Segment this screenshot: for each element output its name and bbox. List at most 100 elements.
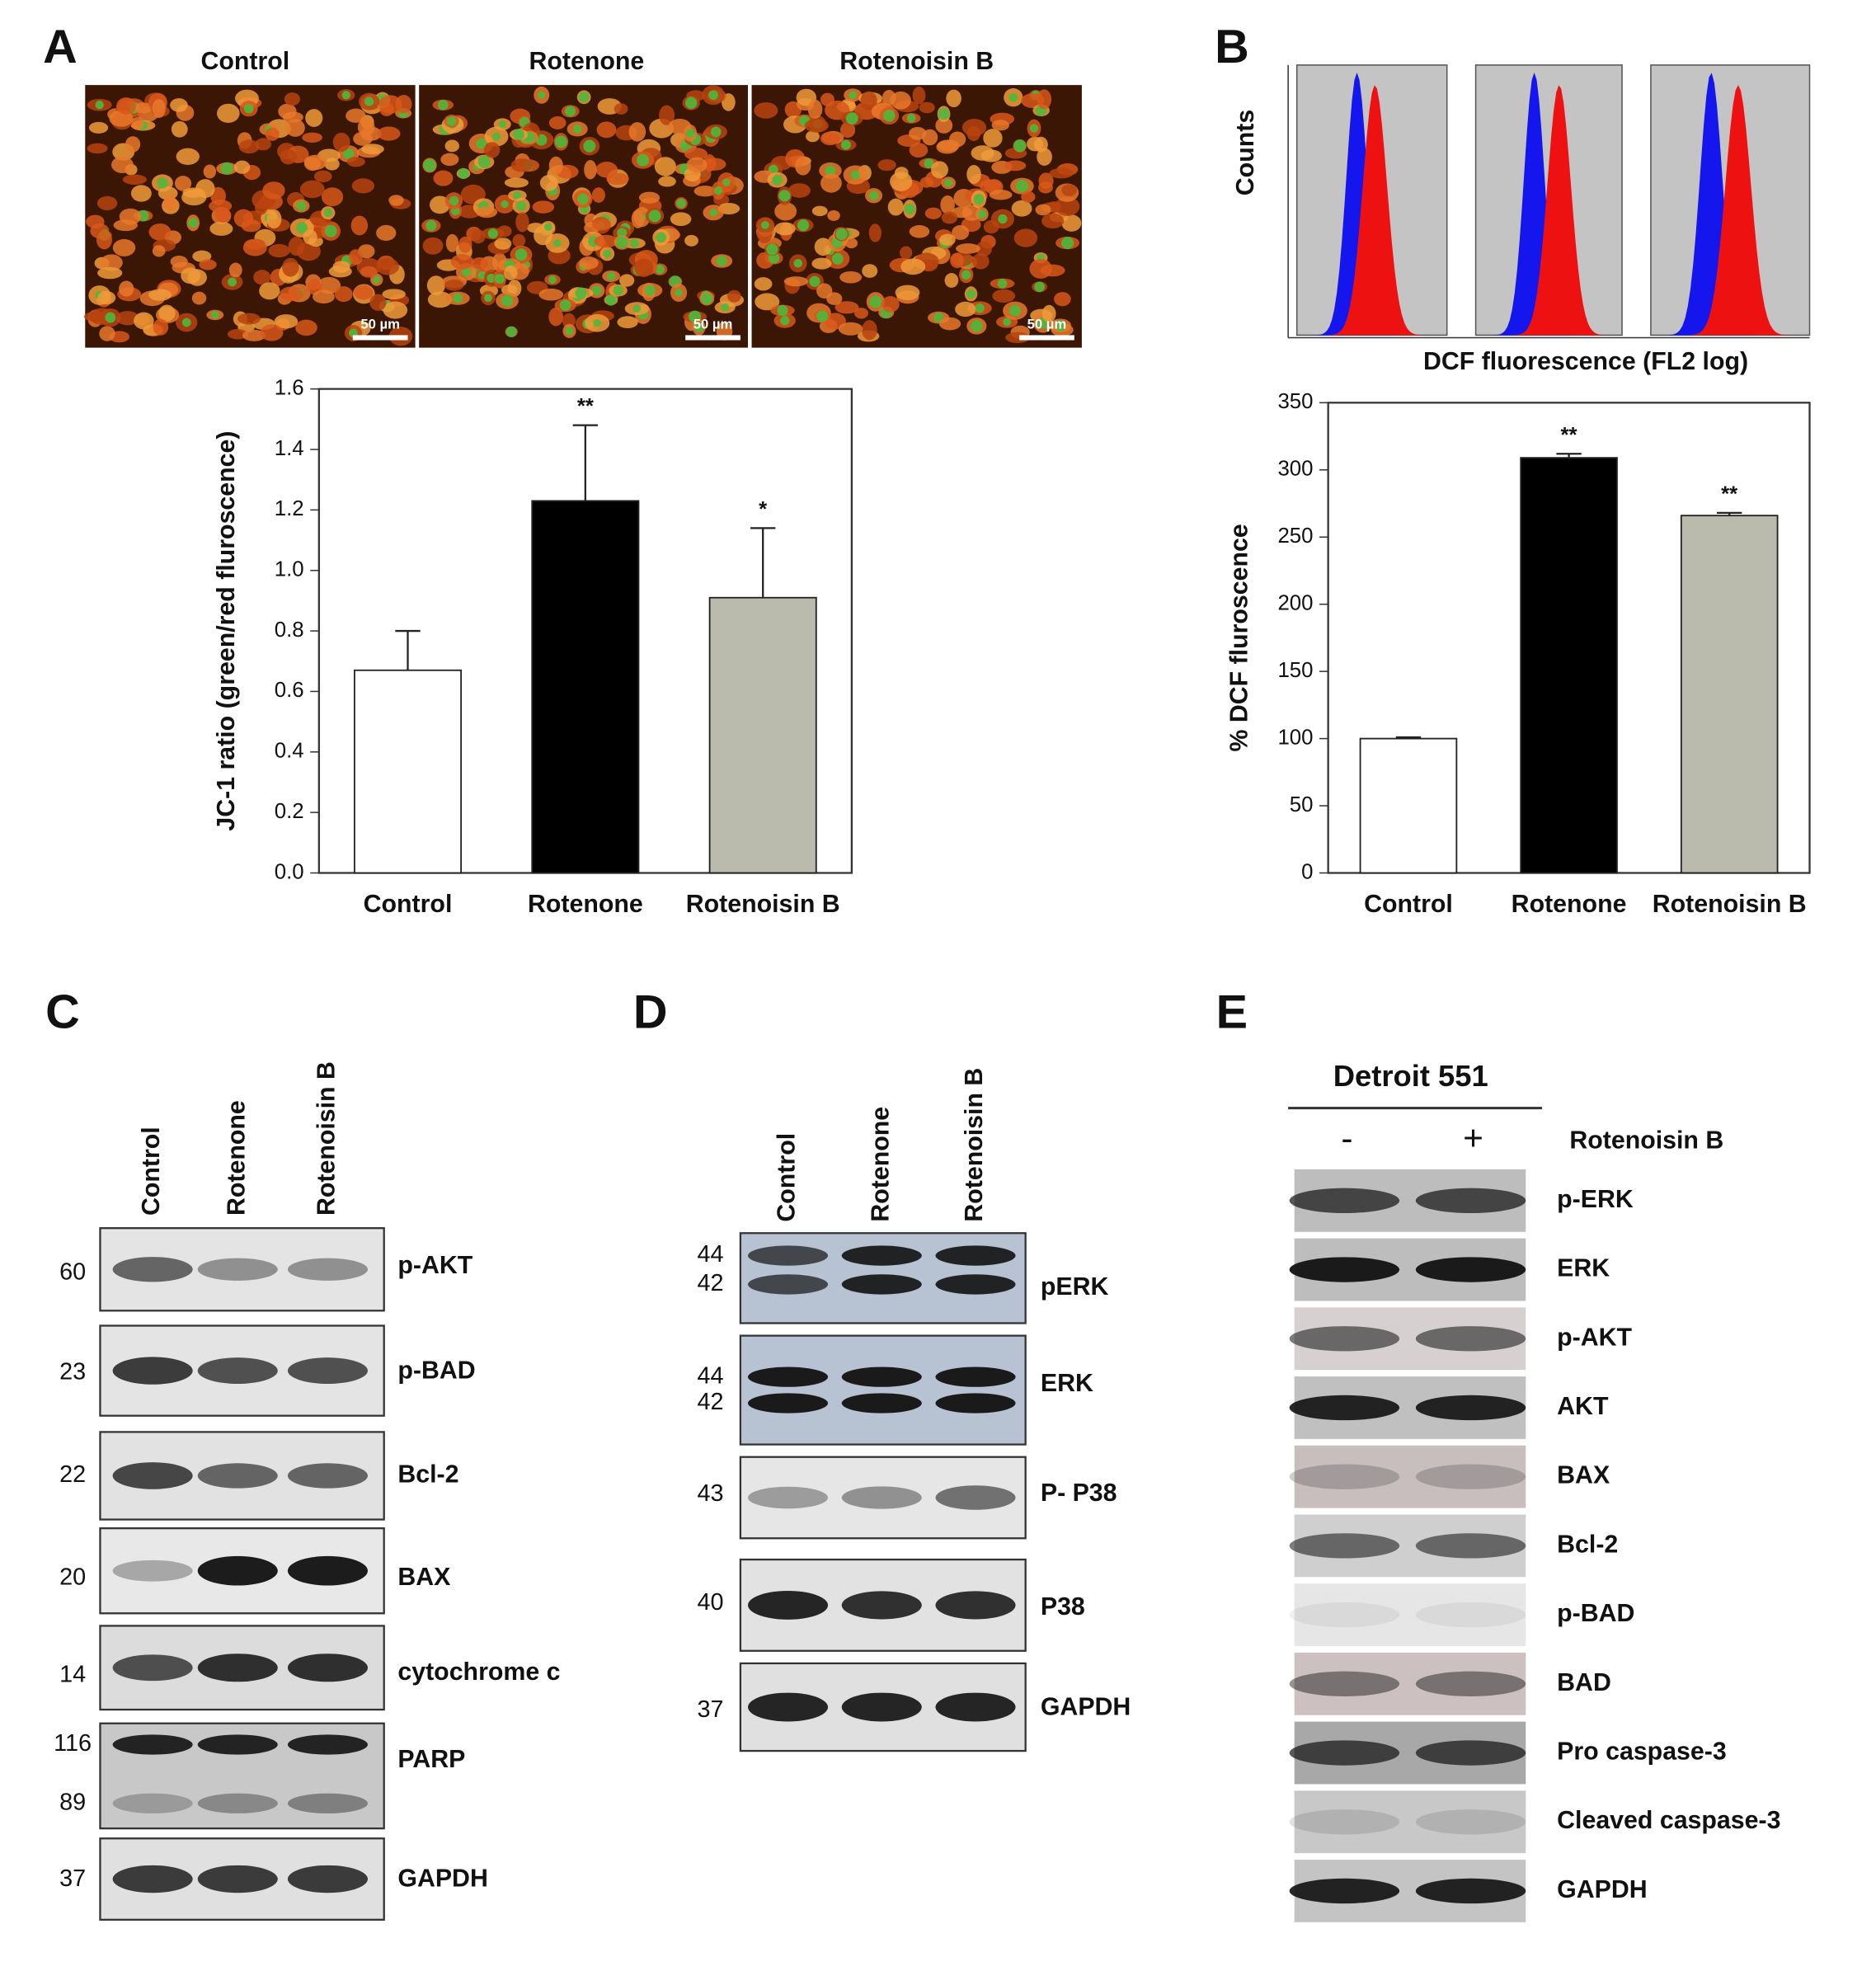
cell bbox=[192, 250, 212, 262]
nucleus bbox=[516, 200, 527, 211]
band bbox=[197, 1793, 278, 1813]
band bbox=[287, 1463, 368, 1489]
cell bbox=[658, 176, 676, 187]
protein-label: GAPDH bbox=[1557, 1876, 1647, 1903]
cell bbox=[814, 238, 832, 256]
cell bbox=[242, 239, 267, 256]
y-tick-label: 1.0 bbox=[275, 558, 304, 581]
protein-label: GAPDH bbox=[397, 1865, 487, 1892]
lane-label: Rotenoisin B bbox=[313, 1061, 340, 1216]
nucleus bbox=[1029, 124, 1039, 133]
nucleus bbox=[1055, 320, 1066, 332]
band bbox=[1289, 1602, 1400, 1628]
nucleus bbox=[572, 125, 582, 134]
cell bbox=[868, 223, 882, 242]
nucleus bbox=[487, 228, 498, 239]
cell bbox=[694, 186, 717, 197]
cell bbox=[360, 266, 378, 278]
nucleus bbox=[778, 190, 791, 202]
cell bbox=[900, 258, 926, 275]
nucleus bbox=[1009, 92, 1018, 102]
cell bbox=[191, 291, 207, 305]
nucleus bbox=[793, 258, 803, 268]
band bbox=[1415, 1602, 1526, 1628]
nucleus bbox=[437, 100, 449, 111]
cell bbox=[334, 286, 353, 303]
cell bbox=[971, 253, 990, 270]
nucleus bbox=[637, 153, 650, 167]
cell bbox=[1005, 332, 1030, 344]
nucleus bbox=[761, 221, 769, 229]
cell bbox=[284, 92, 300, 106]
cell bbox=[827, 209, 840, 221]
band bbox=[197, 1258, 278, 1281]
cell bbox=[313, 170, 332, 183]
cell bbox=[158, 304, 176, 322]
cell bbox=[862, 320, 877, 341]
nucleus bbox=[708, 90, 718, 101]
cell bbox=[618, 274, 635, 287]
band bbox=[935, 1393, 1016, 1414]
cell bbox=[116, 97, 136, 115]
cell bbox=[302, 132, 322, 143]
scale-bar bbox=[1019, 335, 1074, 341]
x-tick-label: Rotenoisin B bbox=[1653, 891, 1807, 918]
y-tick-label: 1.6 bbox=[275, 376, 304, 399]
cell bbox=[259, 282, 280, 300]
cell bbox=[354, 285, 374, 300]
cell bbox=[148, 223, 172, 241]
band bbox=[1415, 1671, 1526, 1696]
band bbox=[747, 1486, 829, 1509]
nucleus bbox=[722, 178, 731, 186]
band bbox=[841, 1393, 922, 1414]
cell bbox=[265, 127, 280, 141]
cell bbox=[835, 301, 859, 314]
nucleus bbox=[578, 92, 590, 103]
treatment-label: Rotenoisin B bbox=[1569, 1127, 1723, 1155]
band bbox=[287, 1865, 368, 1893]
band bbox=[935, 1367, 1016, 1387]
nucleus bbox=[825, 165, 836, 176]
cell bbox=[87, 143, 108, 154]
nucleus bbox=[505, 326, 517, 337]
nucleus bbox=[583, 139, 596, 153]
cell bbox=[433, 170, 454, 186]
cell bbox=[122, 174, 147, 186]
nucleus bbox=[629, 238, 639, 248]
cell bbox=[97, 266, 123, 280]
band bbox=[747, 1393, 829, 1414]
protein-label: PARP bbox=[397, 1746, 465, 1773]
histogram bbox=[1296, 85, 1447, 336]
band bbox=[1415, 1326, 1526, 1352]
micrograph-label: Control bbox=[200, 48, 289, 75]
cell bbox=[807, 99, 823, 119]
cell bbox=[268, 243, 290, 258]
y-tick-label: 0.8 bbox=[275, 619, 304, 642]
y-tick-label: 50 bbox=[1290, 793, 1314, 816]
band bbox=[1289, 1671, 1400, 1696]
y-tick-label: 0.2 bbox=[275, 800, 304, 823]
nucleus bbox=[998, 214, 1008, 224]
cell bbox=[670, 212, 692, 226]
cell bbox=[614, 103, 628, 115]
cell bbox=[1061, 214, 1082, 232]
band bbox=[112, 1654, 193, 1682]
nucleus bbox=[850, 170, 860, 180]
cell bbox=[686, 157, 708, 173]
nucleus bbox=[904, 203, 915, 214]
blot bbox=[1294, 1445, 1526, 1508]
nucleus bbox=[676, 198, 686, 209]
micrograph-label: Rotenone bbox=[529, 48, 644, 75]
protein-label: p-ERK bbox=[1557, 1186, 1634, 1213]
nucleus bbox=[944, 178, 953, 187]
cell bbox=[952, 225, 970, 240]
nucleus bbox=[997, 279, 1008, 289]
marker: 42 bbox=[697, 1389, 723, 1415]
nucleus bbox=[296, 200, 307, 211]
protein-label: Bcl-2 bbox=[1557, 1531, 1618, 1558]
scale-bar-label: 50 µm bbox=[360, 317, 400, 332]
protein-label: P38 bbox=[1041, 1593, 1085, 1621]
nucleus bbox=[181, 318, 191, 327]
nucleus bbox=[492, 132, 501, 141]
cell bbox=[1038, 181, 1053, 194]
